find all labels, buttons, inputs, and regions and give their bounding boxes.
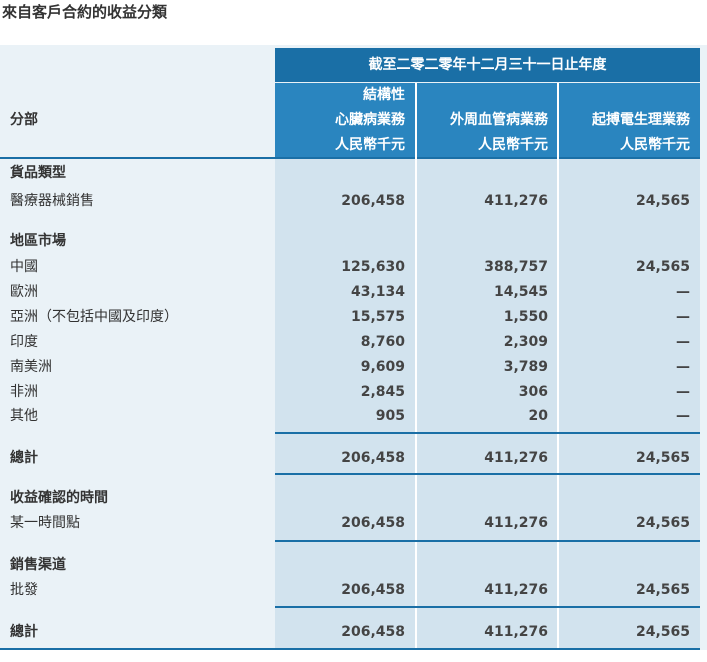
cell-value: 411,276 (484, 515, 548, 531)
row-label: 醫療器械銷售 (10, 193, 94, 209)
row-label: 歐洲 (10, 284, 38, 300)
cell-value: — (676, 408, 690, 424)
column-header: 外周血管病業務 (450, 112, 548, 128)
row-label: 總計 (10, 624, 38, 640)
cell-value: 2,309 (503, 334, 548, 350)
cell-value: 20 (528, 408, 548, 424)
cell-value: 388,757 (484, 259, 548, 275)
column-header: 結構性 (363, 87, 405, 103)
bottom-rule (0, 648, 700, 650)
row-label: 收益確認的時間 (10, 490, 108, 506)
column-separator (415, 83, 417, 648)
cell-value: 206,458 (341, 450, 405, 466)
cell-value: 206,458 (341, 624, 405, 640)
cell-value: 411,276 (484, 624, 548, 640)
cell-value: — (676, 334, 690, 350)
period-band (275, 48, 700, 82)
cell-value: 411,276 (484, 193, 548, 209)
period-header: 截至二零二零年十二月三十一日止年度 (368, 57, 607, 73)
row-label: 非洲 (10, 384, 38, 400)
column-header: 人民幣千元 (335, 137, 405, 153)
column-separator (557, 83, 559, 648)
cell-value: 15,575 (350, 309, 405, 325)
cell-value: 24,565 (635, 450, 690, 466)
row-label: 某一時間點 (10, 515, 80, 531)
cell-value: — (676, 359, 690, 375)
cell-value: — (676, 309, 690, 325)
row-label: 貨品類型 (10, 165, 66, 181)
cell-value: 24,565 (635, 624, 690, 640)
cell-value: 306 (518, 384, 548, 400)
row-label: 南美洲 (10, 359, 52, 375)
row-label: 其他 (10, 408, 38, 424)
cell-value: 1,550 (503, 309, 548, 325)
row-label: 印度 (10, 334, 38, 350)
column-header: 人民幣千元 (620, 137, 690, 153)
cell-value: 9,609 (360, 359, 405, 375)
row-rule (275, 540, 700, 542)
segment-header: 分部 (10, 112, 38, 128)
cell-value: 206,458 (341, 193, 405, 209)
column-header: 人民幣千元 (478, 137, 548, 153)
cell-value: 411,276 (484, 450, 548, 466)
values-background (275, 158, 700, 648)
column-header-band (275, 83, 700, 158)
cell-value: 125,630 (341, 259, 405, 275)
cell-value: 905 (375, 408, 405, 424)
cell-value: 206,458 (341, 582, 405, 598)
title: 來自客戶合約的收益分類 (2, 3, 168, 21)
header-rule (0, 157, 700, 159)
row-rule (275, 432, 700, 434)
cell-value: — (676, 384, 690, 400)
cell-value: 206,458 (341, 515, 405, 531)
row-label: 批發 (10, 582, 38, 598)
row-rule (275, 473, 700, 475)
column-header: 心臟病業務 (335, 112, 405, 128)
cell-value: 2,845 (360, 384, 405, 400)
row-label: 銷售渠道 (10, 557, 66, 573)
cell-value: 24,565 (635, 259, 690, 275)
row-label: 中國 (10, 259, 38, 275)
cell-value: 24,565 (635, 193, 690, 209)
cell-value: — (676, 284, 690, 300)
row-rule (275, 606, 700, 608)
row-label: 總計 (10, 450, 38, 466)
cell-value: 411,276 (484, 582, 548, 598)
cell-value: 43,134 (350, 284, 405, 300)
cell-value: 3,789 (503, 359, 548, 375)
row-label: 亞洲（不包括中國及印度） (10, 309, 178, 325)
column-header: 起搏電生理業務 (592, 112, 690, 128)
cell-value: 24,565 (635, 515, 690, 531)
cell-value: 14,545 (493, 284, 548, 300)
cell-value: 24,565 (635, 582, 690, 598)
cell-value: 8,760 (360, 334, 405, 350)
row-label: 地區市場 (10, 233, 66, 249)
